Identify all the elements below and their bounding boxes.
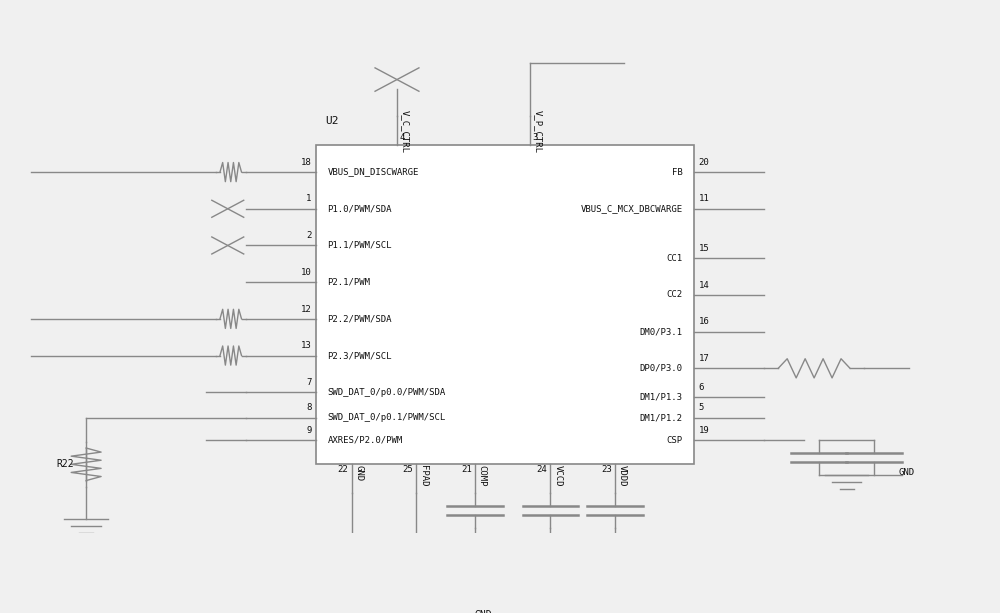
Text: 20: 20: [698, 158, 709, 167]
Text: 12: 12: [301, 305, 312, 313]
Text: SWD_DAT_0/p0.1/PWM/SCL: SWD_DAT_0/p0.1/PWM/SCL: [327, 413, 446, 422]
Text: VCCD: VCCD: [553, 465, 562, 487]
Text: SWD_DAT_0/p0.0/PWM/SDA: SWD_DAT_0/p0.0/PWM/SDA: [327, 388, 446, 397]
Text: CC1: CC1: [666, 254, 682, 263]
Text: 8: 8: [306, 403, 312, 413]
Text: VDDD: VDDD: [618, 465, 627, 487]
Text: COMP: COMP: [478, 465, 487, 487]
Text: 13: 13: [301, 341, 312, 350]
Text: AXRES/P2.0/PWM: AXRES/P2.0/PWM: [327, 436, 403, 444]
Text: VBUS_C_MCX_DBCWARGE: VBUS_C_MCX_DBCWARGE: [580, 204, 682, 213]
Text: DM1/P1.3: DM1/P1.3: [639, 392, 682, 402]
Text: 5: 5: [698, 403, 704, 413]
Bar: [316, 145, 694, 464]
Text: 17: 17: [698, 354, 709, 363]
Text: FB: FB: [672, 167, 682, 177]
Text: 11: 11: [698, 194, 709, 204]
Text: FPAD: FPAD: [419, 465, 428, 487]
Text: 19: 19: [698, 426, 709, 435]
Text: 16: 16: [698, 318, 709, 326]
Text: 3: 3: [533, 133, 538, 142]
Text: DP0/P3.0: DP0/P3.0: [639, 364, 682, 373]
Text: DM0/P3.1: DM0/P3.1: [639, 327, 682, 336]
Text: P2.3/PWM/SCL: P2.3/PWM/SCL: [327, 351, 392, 360]
Text: CC2: CC2: [666, 291, 682, 299]
Text: 9: 9: [306, 426, 312, 435]
Text: VBUS_DN_DISCWARGE: VBUS_DN_DISCWARGE: [327, 167, 419, 177]
Text: 18: 18: [301, 158, 312, 167]
Text: DM1/P1.2: DM1/P1.2: [639, 413, 682, 422]
Text: 4: 4: [400, 133, 405, 142]
Text: 15: 15: [698, 244, 709, 253]
Text: P2.2/PWM/SDA: P2.2/PWM/SDA: [327, 314, 392, 324]
Text: U2: U2: [325, 116, 339, 126]
Text: P1.1/PWM/SCL: P1.1/PWM/SCL: [327, 241, 392, 250]
Text: 25: 25: [402, 465, 413, 474]
Text: V_P_CTRL: V_P_CTRL: [534, 110, 543, 153]
Text: CSP: CSP: [666, 436, 682, 444]
Text: V_C_CTRL: V_C_CTRL: [401, 110, 410, 153]
Text: 6: 6: [698, 383, 704, 392]
Text: GND: GND: [898, 468, 914, 476]
Text: R22: R22: [57, 459, 74, 469]
Text: GND: GND: [355, 465, 364, 481]
Text: 14: 14: [698, 281, 709, 289]
Text: P2.1/PWM: P2.1/PWM: [327, 278, 370, 287]
Text: 10: 10: [301, 268, 312, 277]
Text: P1.0/PWM/SDA: P1.0/PWM/SDA: [327, 204, 392, 213]
Text: 7: 7: [306, 378, 312, 387]
Text: 22: 22: [338, 465, 349, 474]
Text: 24: 24: [537, 465, 547, 474]
Text: 21: 21: [461, 465, 472, 474]
Text: GND: GND: [474, 611, 492, 613]
Text: 2: 2: [306, 231, 312, 240]
Text: 23: 23: [601, 465, 612, 474]
Text: 1: 1: [306, 194, 312, 204]
